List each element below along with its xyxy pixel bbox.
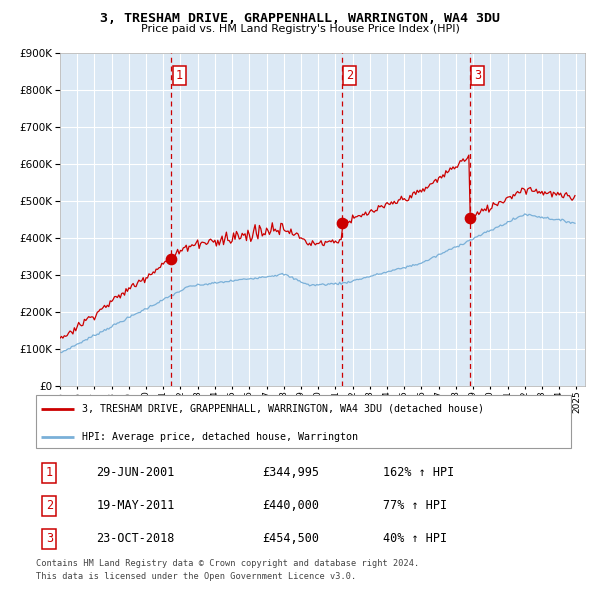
Text: Price paid vs. HM Land Registry's House Price Index (HPI): Price paid vs. HM Land Registry's House … (140, 24, 460, 34)
Text: £454,500: £454,500 (262, 532, 319, 546)
Text: £440,000: £440,000 (262, 499, 319, 513)
Point (166, 254, 176, 263)
FancyBboxPatch shape (35, 395, 571, 448)
Text: 1: 1 (175, 69, 182, 82)
Point (337, 219, 347, 228)
Text: 3, TRESHAM DRIVE, GRAPPENHALL, WARRINGTON, WA4 3DU: 3, TRESHAM DRIVE, GRAPPENHALL, WARRINGTO… (100, 12, 500, 25)
Text: 19-MAY-2011: 19-MAY-2011 (96, 499, 175, 513)
Point (465, 214, 475, 223)
Text: 3: 3 (474, 69, 481, 82)
Text: Contains HM Land Registry data © Crown copyright and database right 2024.
This d: Contains HM Land Registry data © Crown c… (35, 559, 419, 581)
Text: 2: 2 (46, 499, 53, 513)
Text: 29-JUN-2001: 29-JUN-2001 (96, 466, 175, 480)
Text: 23-OCT-2018: 23-OCT-2018 (96, 532, 175, 546)
Text: 3: 3 (46, 532, 53, 546)
Text: 1: 1 (46, 466, 53, 480)
Text: 77% ↑ HPI: 77% ↑ HPI (383, 499, 448, 513)
Text: 40% ↑ HPI: 40% ↑ HPI (383, 532, 448, 546)
Text: 162% ↑ HPI: 162% ↑ HPI (383, 466, 455, 480)
Text: £344,995: £344,995 (262, 466, 319, 480)
Text: HPI: Average price, detached house, Warrington: HPI: Average price, detached house, Warr… (82, 432, 358, 441)
Text: 2: 2 (346, 69, 353, 82)
Text: 3, TRESHAM DRIVE, GRAPPENHALL, WARRINGTON, WA4 3DU (detached house): 3, TRESHAM DRIVE, GRAPPENHALL, WARRINGTO… (82, 404, 484, 414)
